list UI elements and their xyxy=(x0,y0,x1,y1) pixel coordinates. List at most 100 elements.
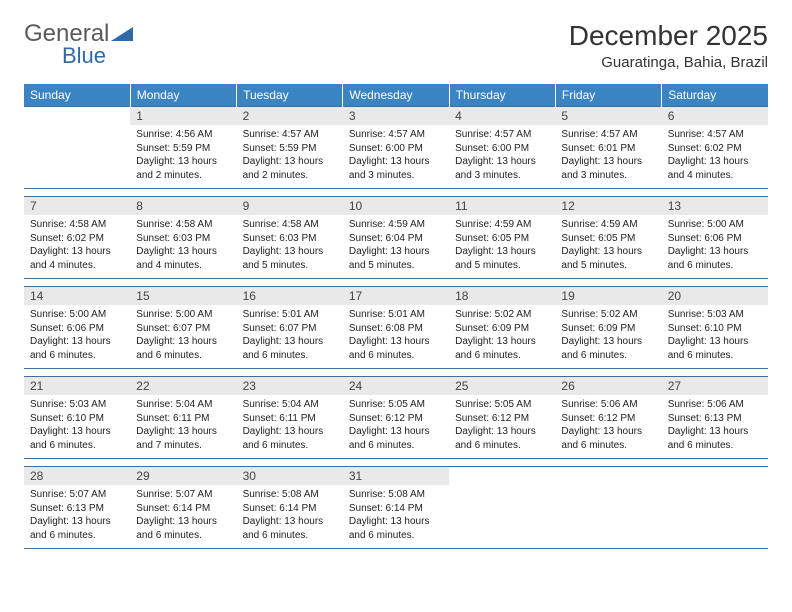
sunrise-line: Sunrise: 5:06 AM xyxy=(668,399,744,410)
day-number: 26 xyxy=(555,377,661,395)
daylight-line: Daylight: 13 hours and 6 minutes. xyxy=(30,426,111,451)
empty-cell xyxy=(662,467,768,549)
day-cell: 6Sunrise: 4:57 AMSunset: 6:02 PMDaylight… xyxy=(662,107,768,189)
sunset-line: Sunset: 6:02 PM xyxy=(30,233,104,244)
day-cell: 23Sunrise: 5:04 AMSunset: 6:11 PMDayligh… xyxy=(237,377,343,459)
day-cell: 15Sunrise: 5:00 AMSunset: 6:07 PMDayligh… xyxy=(130,287,236,369)
daylight-line: Daylight: 13 hours and 6 minutes. xyxy=(30,336,111,361)
day-number: 15 xyxy=(130,287,236,305)
sunset-line: Sunset: 6:11 PM xyxy=(243,413,316,424)
day-details xyxy=(449,485,555,543)
daylight-line: Daylight: 13 hours and 6 minutes. xyxy=(561,426,642,451)
day-number: 9 xyxy=(237,197,343,215)
sunrise-line: Sunrise: 4:57 AM xyxy=(243,129,319,140)
day-details: Sunrise: 4:58 AM Sunset: 6:02 PM Daylight:… xyxy=(24,215,130,278)
weekday-header: Friday xyxy=(555,84,661,107)
daylight-line: Daylight: 13 hours and 6 minutes. xyxy=(349,426,430,451)
sunrise-line: Sunrise: 4:59 AM xyxy=(349,219,425,230)
daylight-line: Daylight: 13 hours and 4 minutes. xyxy=(668,156,749,181)
day-number: 27 xyxy=(662,377,768,395)
day-details xyxy=(24,125,130,183)
day-cell: 3Sunrise: 4:57 AMSunset: 6:00 PMDaylight… xyxy=(343,107,449,189)
logo-part2: Blue xyxy=(62,43,106,68)
sunset-line: Sunset: 6:02 PM xyxy=(668,143,742,154)
sunrise-line: Sunrise: 5:02 AM xyxy=(561,309,637,320)
daylight-line: Daylight: 13 hours and 5 minutes. xyxy=(243,246,324,271)
sunset-line: Sunset: 6:09 PM xyxy=(561,323,635,334)
day-details: Sunrise: 5:06 AMSunset: 6:12 PMDaylight:… xyxy=(555,395,661,458)
logo-triangle-icon xyxy=(111,20,133,48)
day-number: 25 xyxy=(449,377,555,395)
day-details: Sunrise: 4:57 AMSunset: 6:00 PMDaylight:… xyxy=(343,125,449,188)
day-number: 2 xyxy=(237,107,343,125)
daylight-line: Daylight: 13 hours and 6 minutes. xyxy=(349,336,430,361)
daylight-line: Daylight: 13 hours and 6 minutes. xyxy=(668,426,749,451)
day-details: Sunrise: 5:04 AMSunset: 6:11 PMDaylight:… xyxy=(237,395,343,458)
day-cell: 25Sunrise: 5:05 AMSunset: 6:12 PMDayligh… xyxy=(449,377,555,459)
day-number: 22 xyxy=(130,377,236,395)
weekday-header: Sunday xyxy=(24,84,130,107)
day-number: 4 xyxy=(449,107,555,125)
weekday-header: Wednesday xyxy=(343,84,449,107)
sunrise-line: Sunrise: 5:08 AM xyxy=(243,489,319,500)
empty-cell xyxy=(24,107,130,189)
sunrise-line: Sunrise: 4:58 AM xyxy=(30,219,106,230)
day-details: Sunrise: 4:59 AMSunset: 6:05 PMDaylight:… xyxy=(555,215,661,278)
weekday-header: Monday xyxy=(130,84,236,107)
calendar-week-row: 28Sunrise: 5:07 AMSunset: 6:13 PMDayligh… xyxy=(24,467,768,549)
sunrise-line: Sunrise: 5:00 AM xyxy=(136,309,212,320)
daylight-line: Daylight: 13 hours and 7 minutes. xyxy=(136,426,217,451)
sunrise-line: Sunrise: 4:58 AM xyxy=(136,219,212,230)
day-details: Sunrise: 5:01 AMSunset: 6:07 PMDaylight:… xyxy=(237,305,343,368)
sunset-line: Sunset: 6:05 PM xyxy=(455,233,529,244)
header: General Blue December 2025 Guaratinga, B… xyxy=(24,20,768,76)
day-number xyxy=(555,467,661,485)
day-cell: 1Sunrise: 4:56 AMSunset: 5:59 PMDaylight… xyxy=(130,107,236,189)
day-details: Sunrise: 4:57 AMSunset: 5:59 PMDaylight:… xyxy=(237,125,343,188)
sunrise-line: Sunrise: 5:07 AM xyxy=(30,489,106,500)
logo-text: General Blue xyxy=(24,20,133,76)
calendar-table: SundayMondayTuesdayWednesdayThursdayFrid… xyxy=(24,84,768,549)
sunset-line: Sunset: 6:07 PM xyxy=(243,323,317,334)
sunrise-line: Sunrise: 5:01 AM xyxy=(243,309,319,320)
sunrise-line: Sunrise: 4:57 AM xyxy=(455,129,531,140)
sunrise-line: Sunrise: 4:57 AM xyxy=(668,129,744,140)
sunset-line: Sunset: 6:01 PM xyxy=(561,143,635,154)
calendar-week-row: 1Sunrise: 4:56 AMSunset: 5:59 PMDaylight… xyxy=(24,107,768,189)
day-cell: 18Sunrise: 5:02 AMSunset: 6:09 PMDayligh… xyxy=(449,287,555,369)
sunrise-line: Sunrise: 5:04 AM xyxy=(243,399,319,410)
sunrise-line: Sunrise: 5:08 AM xyxy=(349,489,425,500)
weekday-header: Saturday xyxy=(662,84,768,107)
daylight-line: Daylight: 13 hours and 5 minutes. xyxy=(561,246,642,271)
day-details: Sunrise: 4:57 AM Sunset: 6:00 PM Daylight:… xyxy=(449,125,555,188)
daylight-line: Daylight: 13 hours and 6 minutes. xyxy=(668,336,749,361)
sunset-line: Sunset: 6:06 PM xyxy=(668,233,742,244)
sunset-line: Sunset: 6:12 PM xyxy=(349,413,423,424)
daylight-line: Daylight: 13 hours and 2 minutes. xyxy=(136,156,217,181)
day-number: 30 xyxy=(237,467,343,485)
sunrise-line: Sunrise: 5:05 AM xyxy=(349,399,425,410)
sunset-line: Sunset: 6:07 PM xyxy=(136,323,210,334)
spacer-row xyxy=(24,189,768,197)
sunrise-line: Sunrise: 5:03 AM xyxy=(668,309,744,320)
day-number: 13 xyxy=(662,197,768,215)
sunset-line: Sunset: 6:10 PM xyxy=(30,413,104,424)
sunset-line: Sunset: 6:10 PM xyxy=(668,323,742,334)
sunset-line: Sunset: 6:00 PM xyxy=(455,143,529,154)
sunrise-line: Sunrise: 4:57 AM xyxy=(349,129,425,140)
day-cell: 11Sunrise: 4:59 AMSunset: 6:05 PMDayligh… xyxy=(449,197,555,279)
day-number: 12 xyxy=(555,197,661,215)
sunset-line: Sunset: 6:03 PM xyxy=(136,233,210,244)
daylight-line: Daylight: 13 hours and 3 minutes. xyxy=(455,156,536,181)
day-details: Sunrise: 5:00 AMSunset: 6:06 PMDaylight:… xyxy=(662,215,768,278)
spacer-row xyxy=(24,459,768,467)
sunrise-line: Sunrise: 5:00 AM xyxy=(30,309,106,320)
day-cell: 14Sunrise: 5:00 AMSunset: 6:06 PMDayligh… xyxy=(24,287,130,369)
day-details: Sunrise: 4:57 AM Sunset: 6:02 PM Daylight:… xyxy=(662,125,768,188)
sunset-line: Sunset: 6:04 PM xyxy=(349,233,423,244)
daylight-line: Daylight: 13 hours and 4 minutes. xyxy=(30,246,111,271)
day-details: Sunrise: 4:59 AMSunset: 6:04 PMDaylight:… xyxy=(343,215,449,278)
day-details: Sunrise: 5:01 AMSunset: 6:08 PMDaylight:… xyxy=(343,305,449,368)
day-number: 18 xyxy=(449,287,555,305)
day-details: Sunrise: 5:06 AMSunset: 6:13 PMDaylight:… xyxy=(662,395,768,458)
